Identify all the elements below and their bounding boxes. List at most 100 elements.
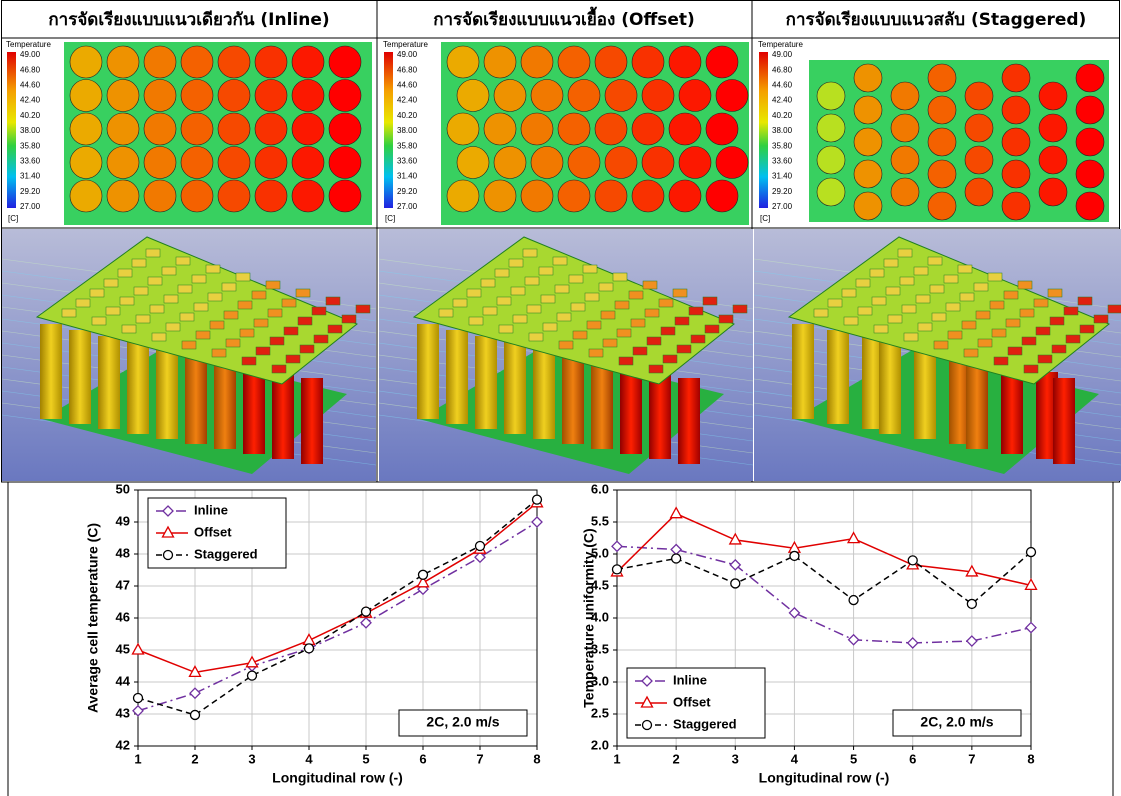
cell: [853, 95, 883, 125]
cell: [217, 112, 251, 146]
x-tick-label: 7: [476, 751, 483, 766]
cell: [106, 179, 140, 213]
marker: [161, 525, 175, 538]
cell-top: [311, 306, 327, 316]
annotation-box: [892, 709, 1022, 737]
cylinder: [591, 360, 613, 449]
legend-label: 44.60: [772, 81, 793, 90]
cell-top: [855, 278, 871, 288]
cell-top: [1035, 326, 1051, 336]
cell-top: [177, 284, 193, 294]
legend-title: Temperature: [6, 40, 51, 49]
marker: [847, 633, 860, 646]
cell-top: [1047, 288, 1063, 298]
marker: [188, 665, 202, 678]
legend-label: 27.00: [772, 202, 793, 211]
cell: [668, 112, 702, 146]
cell: [1075, 159, 1105, 189]
cell: [678, 146, 712, 179]
legend-label: 49.00: [20, 50, 41, 59]
cell: [180, 112, 214, 146]
cell-top: [327, 324, 343, 334]
cell-top: [255, 346, 271, 356]
cell-top: [600, 310, 616, 320]
cell-top: [480, 278, 496, 288]
cell-top: [554, 284, 570, 294]
cell-top: [522, 248, 538, 258]
cell-top: [526, 304, 542, 314]
cell: [604, 79, 638, 112]
cell-top: [961, 320, 977, 330]
cell-top: [813, 308, 829, 318]
cell-top: [205, 264, 221, 274]
cell-top: [105, 306, 121, 316]
marker: [162, 549, 174, 561]
marker: [729, 558, 742, 571]
cell-top: [1077, 296, 1093, 306]
marker: [1025, 621, 1037, 634]
cell-top: [899, 276, 915, 286]
cell: [964, 177, 994, 207]
cell: [328, 146, 362, 179]
cell-top: [1017, 280, 1033, 290]
cell-top: [165, 322, 181, 332]
legend-label: 42.40: [20, 96, 41, 105]
column-header: การจัดเรียงแบบแนวสลับ (Staggered): [786, 9, 1087, 30]
cell: [631, 45, 665, 79]
annotation-box: [398, 709, 528, 737]
y-tick-label: 5.0: [591, 545, 609, 560]
cell: [328, 112, 362, 146]
cylinder: [156, 348, 178, 439]
cell-top: [151, 332, 167, 342]
cell: [291, 179, 325, 213]
series-line: [616, 512, 1032, 587]
x-tick-label: 3: [732, 751, 739, 766]
cylinder: [40, 324, 62, 419]
cell: [446, 112, 480, 146]
cylinder: [949, 354, 971, 444]
cell: [705, 45, 739, 79]
cell-top: [269, 336, 285, 346]
cell-top: [117, 268, 133, 278]
cell: [217, 179, 251, 213]
legend-label: 33.60: [772, 157, 793, 166]
x-tick-label: 5: [362, 751, 369, 766]
cell-top: [299, 344, 315, 354]
cell: [69, 112, 103, 146]
marker: [640, 695, 654, 708]
cell: [964, 145, 994, 175]
legend-label: 31.40: [20, 172, 41, 181]
marker: [360, 606, 372, 617]
cylinder: [243, 366, 265, 454]
legend-label: 46.80: [772, 65, 793, 74]
cell: [446, 45, 480, 79]
cell: [446, 179, 480, 213]
cell-top: [628, 290, 644, 300]
cell-top: [616, 328, 632, 338]
cell-top: [209, 320, 225, 330]
cell-top: [195, 330, 211, 340]
cell-top: [1037, 354, 1053, 364]
cell-top: [540, 294, 556, 304]
legend-label: 49.00: [772, 50, 793, 59]
y-tick-label: 4.0: [591, 609, 609, 624]
cylinder: [792, 324, 814, 419]
cell: [853, 191, 883, 221]
cell-top: [602, 338, 618, 348]
cylinder: [966, 360, 988, 449]
cell: [254, 179, 288, 213]
cell-top: [241, 356, 257, 366]
y-tick-label: 5.5: [591, 513, 609, 528]
legend-label: 27.00: [20, 202, 41, 211]
cell-top: [558, 340, 574, 350]
cell-top: [915, 294, 931, 304]
cylinder: [533, 348, 555, 439]
legend-label: 46.80: [397, 65, 418, 74]
marker: [669, 506, 683, 519]
y-tick-label: 2.0: [591, 737, 609, 752]
legend-title: Temperature: [383, 40, 428, 49]
